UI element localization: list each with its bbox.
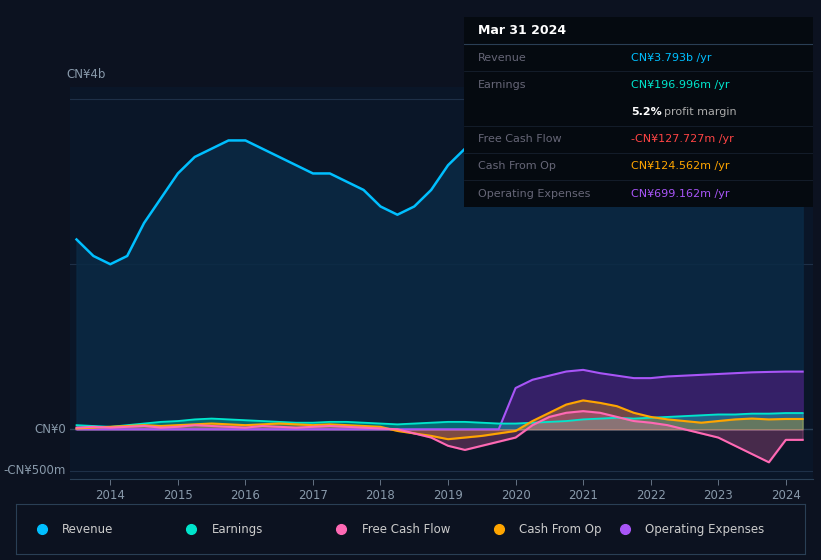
Text: Revenue: Revenue: [62, 522, 113, 536]
Text: CN¥699.162m /yr: CN¥699.162m /yr: [631, 189, 730, 199]
Text: CN¥4b: CN¥4b: [66, 68, 105, 81]
Text: Revenue: Revenue: [478, 53, 526, 63]
Text: Earnings: Earnings: [212, 522, 264, 536]
Text: Cash From Op: Cash From Op: [519, 522, 602, 536]
Text: CN¥3.793b /yr: CN¥3.793b /yr: [631, 53, 712, 63]
Text: 5.2%: 5.2%: [631, 107, 662, 117]
Text: Operating Expenses: Operating Expenses: [478, 189, 590, 199]
Text: Earnings: Earnings: [478, 80, 526, 90]
Text: profit margin: profit margin: [664, 107, 737, 117]
Text: CN¥124.562m /yr: CN¥124.562m /yr: [631, 161, 730, 171]
Text: -CN¥127.727m /yr: -CN¥127.727m /yr: [631, 134, 734, 144]
Text: CN¥0: CN¥0: [34, 423, 66, 436]
Text: CN¥196.996m /yr: CN¥196.996m /yr: [631, 80, 730, 90]
Text: -CN¥500m: -CN¥500m: [4, 464, 66, 477]
Text: Cash From Op: Cash From Op: [478, 161, 556, 171]
Text: Free Cash Flow: Free Cash Flow: [478, 134, 562, 144]
Text: Mar 31 2024: Mar 31 2024: [478, 24, 566, 37]
Text: Operating Expenses: Operating Expenses: [645, 522, 764, 536]
Text: Free Cash Flow: Free Cash Flow: [361, 522, 450, 536]
